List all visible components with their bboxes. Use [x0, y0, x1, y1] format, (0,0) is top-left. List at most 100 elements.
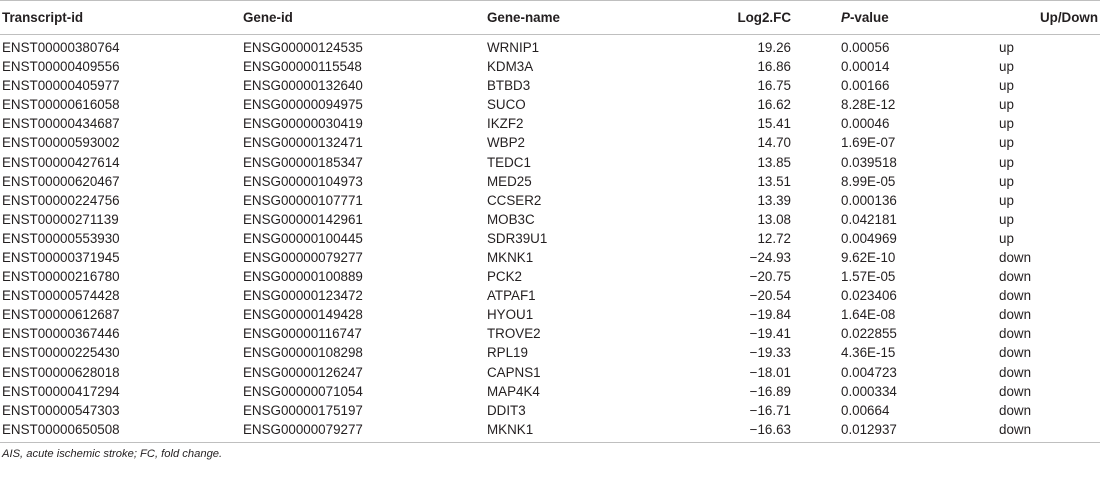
table-row: ENST00000628018 ENSG00000126247 CAPNS1 −18.… — [0, 363, 1100, 382]
cell-gene-name: WBP2 — [487, 135, 525, 151]
cell-gene-id: ENSG00000142961 — [243, 211, 363, 227]
cell-log2fc: 12.72 — [757, 230, 791, 246]
cell-transcript-id: ENST00000380764 — [2, 40, 120, 55]
cell-transcript-id: ENST00000367446 — [2, 326, 120, 342]
cell-up-down: down — [999, 364, 1032, 380]
table-row: ENST00000271139 ENSG00000142961 MOB3C 13.08… — [0, 210, 1100, 229]
cell-up-down: down — [999, 288, 1032, 304]
cell-log2fc: 13.85 — [757, 154, 791, 170]
cell-transcript-id: ENST00000225430 — [2, 345, 120, 361]
cell-up-down: down — [999, 383, 1032, 399]
table-row: ENST00000380764 ENSG00000124535 WRNIP1 19.2… — [0, 35, 1100, 58]
table-row: ENST00000574428 ENSG00000123472 ATPAF1 −20.… — [0, 286, 1100, 305]
cell-spacer — [791, 267, 841, 286]
cell-log2fc: −20.75 — [749, 269, 791, 285]
cell-spacer — [791, 343, 841, 362]
cell-transcript-id: ENST00000616058 — [2, 97, 120, 113]
cell-up-down: up — [999, 230, 1014, 246]
cell-gene-name: SDR39U1 — [487, 230, 548, 246]
cell-spacer — [791, 248, 841, 267]
cell-transcript-id: ENST00000427614 — [2, 154, 120, 170]
header-transcript-id: Transcript-id — [0, 0, 243, 35]
cell-up-down: up — [999, 211, 1014, 227]
cell-pvalue: 0.00166 — [841, 78, 890, 94]
cell-gene-id: ENSG00000115548 — [243, 59, 362, 75]
cell-gene-id: ENSG00000132471 — [243, 135, 363, 151]
cell-gene-id: ENSG00000100445 — [243, 230, 363, 246]
cell-pvalue: 0.000334 — [841, 383, 897, 399]
table-row: ENST00000553930 ENSG00000100445 SDR39U1 12.… — [0, 229, 1100, 248]
cell-gene-name: KDM3A — [487, 59, 534, 75]
table-row: ENST00000216780 ENSG00000100889 PCK2 −20.75… — [0, 267, 1100, 286]
table-row: ENST00000405977 ENSG00000132640 BTBD3 16.75… — [0, 76, 1100, 95]
cell-spacer — [791, 210, 841, 229]
cell-gene-id: ENSG00000185347 — [243, 154, 363, 170]
cell-transcript-id: ENST00000650508 — [0, 419, 243, 443]
cell-log2fc: 14.70 — [757, 135, 791, 151]
cell-gene-id: ENSG00000108298 — [243, 345, 363, 361]
cell-spacer — [791, 305, 841, 324]
cell-up-down: up — [999, 154, 1014, 170]
header-spacer — [791, 0, 841, 35]
cell-transcript-id: ENST00000547303 — [2, 402, 120, 418]
cell-gene-id: ENSG00000107771 — [243, 192, 363, 208]
cell-pvalue: 0.039518 — [841, 154, 897, 170]
cell-transcript-id: ENST00000434687 — [2, 116, 120, 132]
cell-log2fc: 13.08 — [757, 211, 791, 227]
cell-pvalue: 1.57E-05 — [841, 269, 896, 285]
cell-transcript-id: ENST00000224756 — [2, 192, 120, 208]
cell-gene-name: MED25 — [487, 173, 532, 189]
table-row: ENST00000593002 ENSG00000132471 WBP2 14.70 1… — [0, 133, 1100, 152]
cell-gene-name: MKNK1 — [487, 419, 672, 443]
cell-transcript-id: ENST00000271139 — [2, 211, 119, 227]
cell-gene-name: TROVE2 — [487, 326, 541, 342]
header-log2fc: Log2.FC — [672, 0, 791, 35]
header-up-down: Up/Down — [999, 0, 1100, 35]
cell-spacer — [791, 35, 841, 58]
cell-pvalue: 8.28E-12 — [841, 97, 896, 113]
cell-up-down: up — [999, 116, 1014, 132]
cell-gene-name: PCK2 — [487, 269, 522, 285]
cell-up-down: up — [999, 78, 1014, 94]
cell-log2fc: 16.75 — [757, 78, 791, 94]
cell-log2fc: −16.89 — [749, 383, 791, 399]
cell-gene-name: CAPNS1 — [487, 364, 541, 380]
table-header: Transcript-id Gene-id Gene-name Log2.FC … — [0, 0, 1100, 35]
cell-spacer — [791, 114, 841, 133]
table-body: ENST00000380764 ENSG00000124535 WRNIP1 19.2… — [0, 35, 1100, 443]
cell-transcript-id: ENST00000417294 — [2, 383, 120, 399]
table-row: ENST00000224756 ENSG00000107771 CCSER2 13.3… — [0, 191, 1100, 210]
cell-gene-id: ENSG00000094975 — [243, 97, 363, 113]
cell-pvalue: 9.62E-10 — [841, 249, 896, 265]
cell-gene-name: IKZF2 — [487, 116, 524, 132]
cell-gene-name: HYOU1 — [487, 307, 534, 323]
cell-transcript-id: ENST00000593002 — [2, 135, 120, 151]
table-row: ENST00000612687 ENSG00000149428 HYOU1 −19.8… — [0, 305, 1100, 324]
cell-log2fc: −16.71 — [749, 402, 791, 418]
cell-log2fc: −18.01 — [749, 364, 791, 380]
cell-spacer — [791, 172, 841, 191]
cell-spacer — [791, 95, 841, 114]
cell-gene-id: ENSG00000175197 — [243, 402, 363, 418]
cell-gene-id: ENSG00000030419 — [243, 116, 363, 132]
cell-up-down: down — [999, 269, 1032, 285]
cell-log2fc: 13.39 — [757, 192, 791, 208]
cell-spacer — [791, 76, 841, 95]
table-footnote: AIS, acute ischemic stroke; FC, fold cha… — [2, 447, 223, 460]
cell-pvalue: 0.004723 — [841, 364, 897, 380]
cell-pvalue: 0.023406 — [841, 288, 897, 304]
cell-gene-name: MOB3C — [487, 211, 535, 227]
table-row: ENST00000409556 ENSG00000115548 KDM3A 16.86… — [0, 57, 1100, 76]
table-row: ENST00000547303 ENSG00000175197 DDIT3 −16.7… — [0, 401, 1100, 420]
table-row: ENST00000650508 ENSG00000079277 MKNK1 −16.6… — [0, 419, 1100, 443]
cell-spacer — [791, 152, 841, 171]
cell-pvalue: 4.36E-15 — [841, 345, 896, 361]
cell-gene-name: RPL19 — [487, 345, 528, 361]
cell-gene-id: ENSG00000132640 — [243, 78, 363, 94]
cell-spacer — [791, 133, 841, 152]
cell-log2fc: 16.62 — [757, 97, 791, 113]
cell-gene-name: CCSER2 — [487, 192, 542, 208]
cell-pvalue: 1.64E-08 — [841, 307, 896, 323]
cell-pvalue: 0.000136 — [841, 192, 897, 208]
cell-gene-name: BTBD3 — [487, 78, 531, 94]
